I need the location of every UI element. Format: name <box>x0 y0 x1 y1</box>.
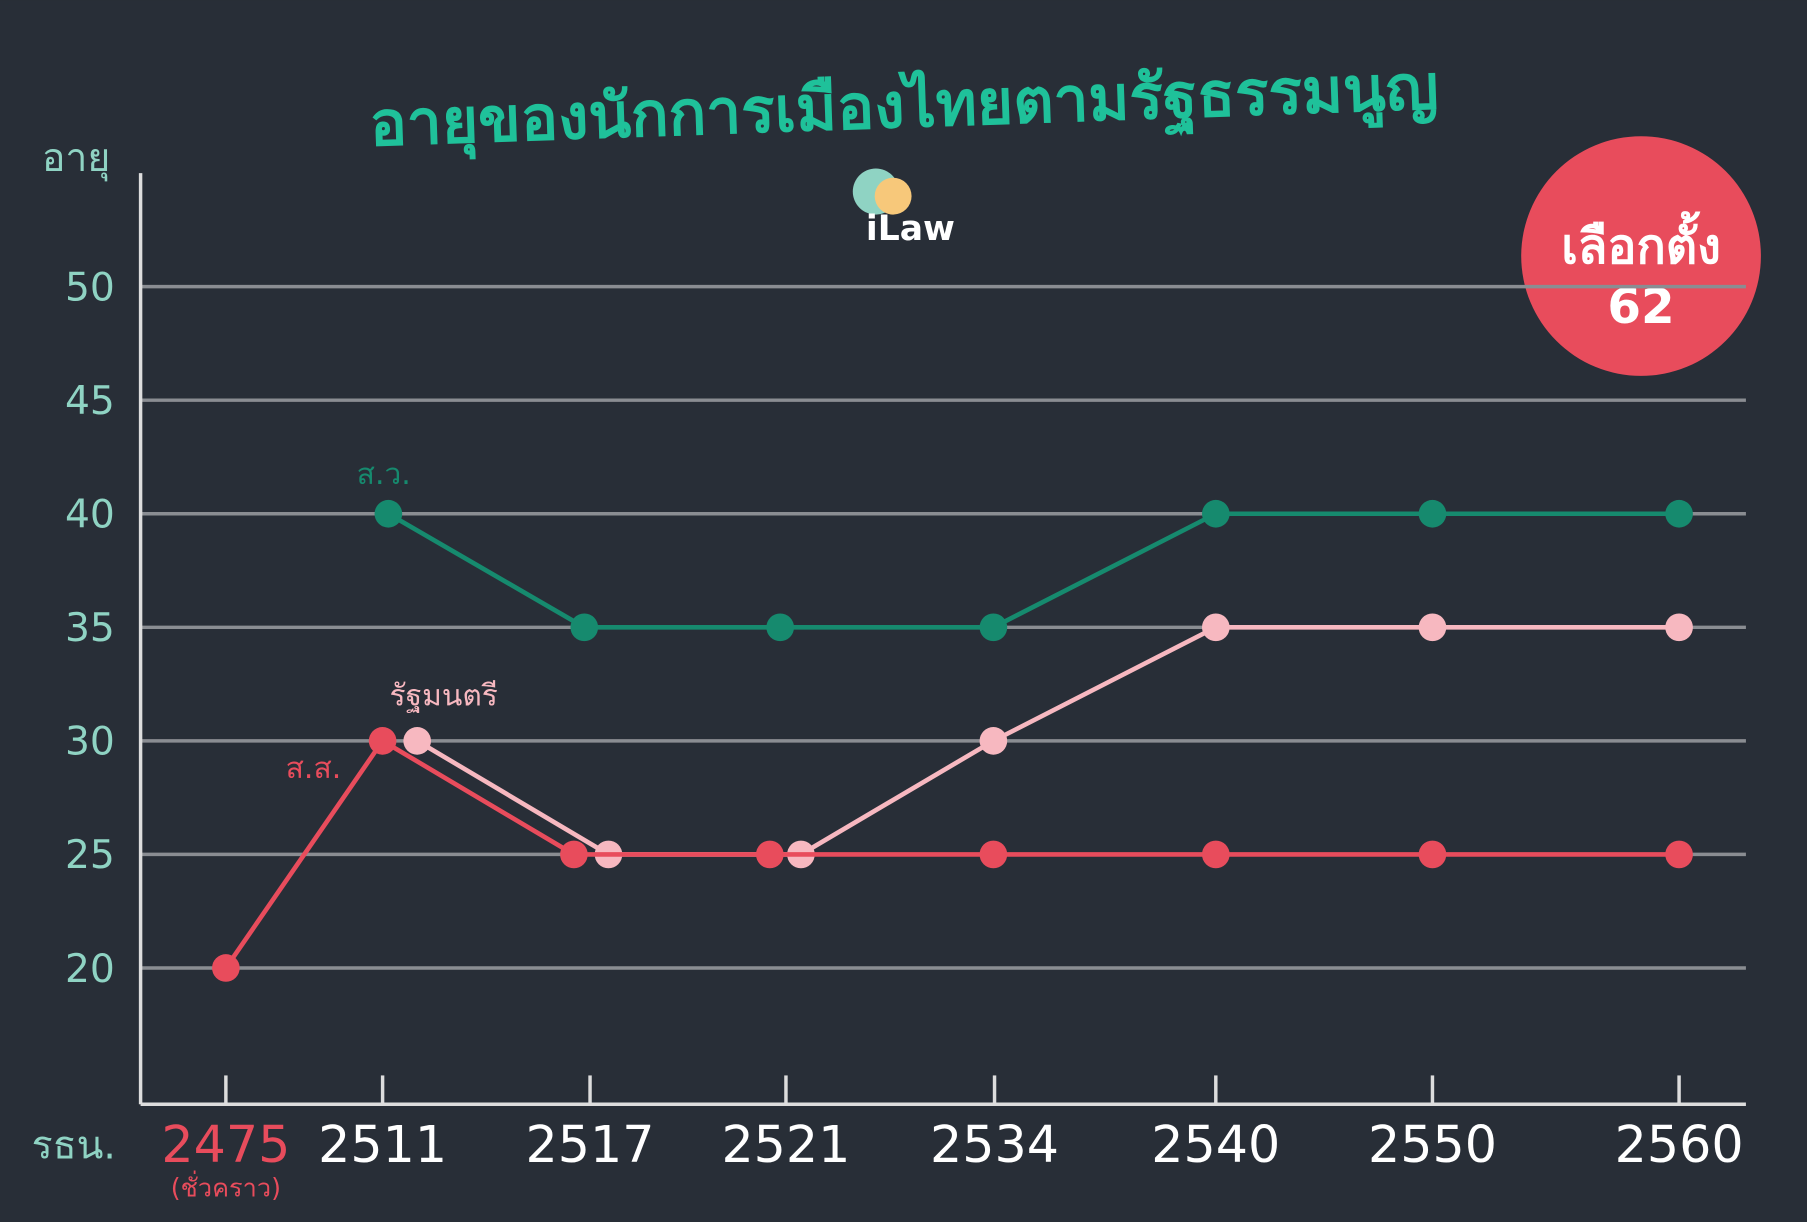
data-point <box>212 954 240 982</box>
data-point <box>560 840 588 869</box>
series-label: ส.ส. <box>286 751 342 786</box>
data-point <box>1418 499 1447 528</box>
y-tick-label: 50 <box>65 265 115 310</box>
x-tick-label: 2534 <box>930 1115 1059 1174</box>
logo: iLaw <box>866 209 955 249</box>
data-point <box>403 727 432 755</box>
x-axis-label: รธน. <box>32 1123 116 1168</box>
x-tick-label: 2521 <box>721 1115 850 1174</box>
x-tick-label: 2540 <box>1151 1115 1280 1174</box>
y-tick-label: 35 <box>65 606 115 651</box>
y-axis-label: อายุ <box>42 136 110 182</box>
data-point <box>766 613 795 642</box>
badge <box>1521 136 1761 376</box>
data-point <box>1201 499 1230 528</box>
x-tick-label: 2475 <box>161 1115 290 1174</box>
data-point <box>1201 613 1230 642</box>
data-point <box>755 840 784 869</box>
y-tick-label: 25 <box>65 833 115 878</box>
data-point <box>1665 499 1693 528</box>
data-point <box>1418 840 1447 869</box>
data-point <box>374 499 403 528</box>
y-tick-label: 45 <box>65 379 115 424</box>
data-point <box>979 613 1008 642</box>
data-point <box>979 840 1008 869</box>
data-point <box>368 727 397 755</box>
data-point <box>1665 613 1693 642</box>
series-label: ส.ว. <box>357 457 411 492</box>
data-point <box>979 727 1008 755</box>
y-tick-label: 20 <box>65 947 115 992</box>
y-tick-label: 30 <box>65 720 115 765</box>
series-label: รัฐมนตรี <box>389 678 497 713</box>
x-tick-label: 2511 <box>318 1115 447 1174</box>
y-tick-label: 40 <box>65 493 115 538</box>
data-point <box>1665 840 1693 869</box>
category-note: (ชั่วคราว) <box>171 1170 281 1202</box>
x-tick-label: 2517 <box>526 1115 655 1174</box>
data-point <box>1201 840 1230 869</box>
data-point <box>570 613 599 642</box>
series-line <box>223 737 1680 970</box>
x-tick-label: 2550 <box>1368 1115 1497 1174</box>
data-point <box>1418 613 1447 642</box>
x-tick-label: 2560 <box>1615 1115 1744 1174</box>
badge-text: เลือกตั้ง <box>1561 211 1721 275</box>
logo-icon <box>874 177 912 215</box>
